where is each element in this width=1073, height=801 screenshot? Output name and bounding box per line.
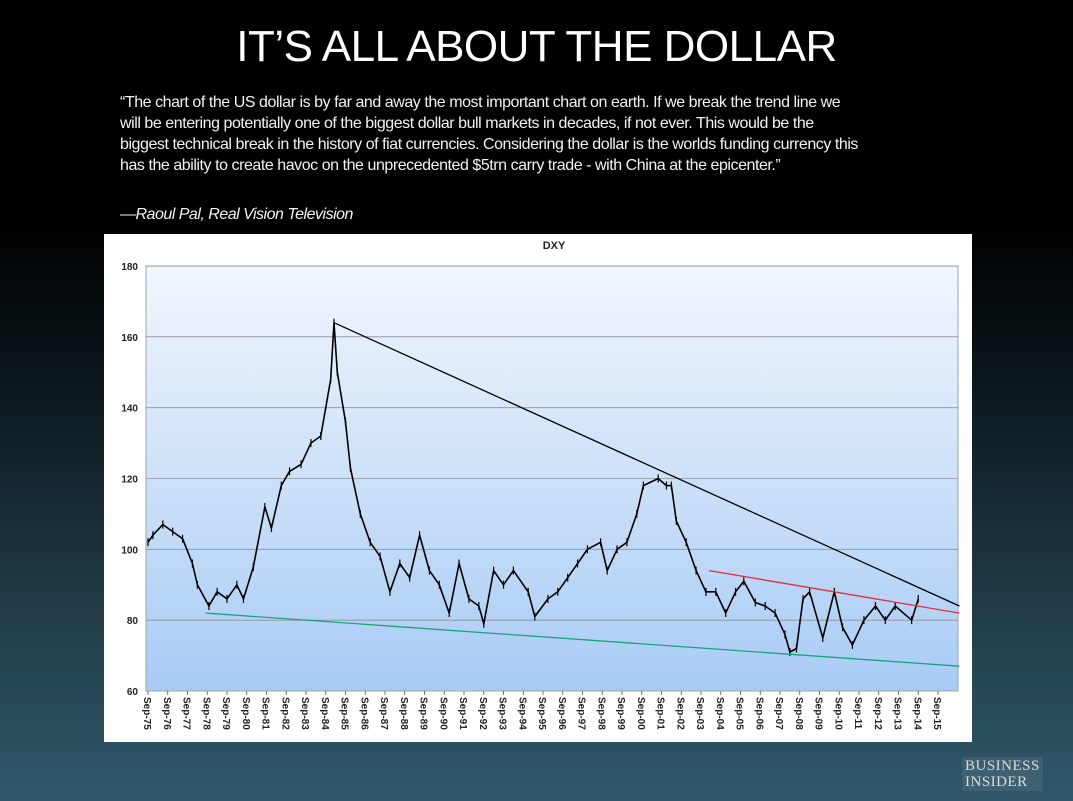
attribution: —Raoul Pal, Real Vision Television — [120, 206, 353, 223]
y-tick-label: 80 — [127, 616, 139, 627]
x-tick-label: Sep-06 — [753, 697, 764, 730]
x-tick-label: Sep-93 — [497, 697, 508, 730]
x-tick-label: Sep-78 — [200, 697, 211, 730]
x-tick-label: Sep-85 — [339, 697, 350, 730]
x-tick-label: Sep-91 — [457, 697, 468, 730]
trend-line — [333, 322, 960, 607]
x-tick-label: Sep-98 — [595, 697, 606, 730]
x-tick-label: Sep-03 — [694, 697, 705, 730]
x-tick-label: Sep-04 — [714, 697, 725, 730]
quote-line: “The chart of the US dollar is by far an… — [120, 94, 841, 111]
x-tick-label: Sep-99 — [615, 697, 626, 730]
y-tick-label: 120 — [121, 475, 138, 486]
x-tick-label: Sep-11 — [852, 697, 863, 730]
x-tick-label: Sep-82 — [279, 697, 290, 730]
dxy-chart: DXY 60 80 100 120 140 160 180 Sep-75 Sep-76 Sep-7… — [121, 240, 960, 730]
x-tick-label: Sep-95 — [536, 697, 547, 730]
y-tick-label: 60 — [127, 687, 139, 698]
x-tick-label: Sep-10 — [832, 697, 843, 730]
logo-line: BUSINESS — [965, 758, 1040, 774]
quote: “The chart of the US dollar is by far an… — [120, 92, 858, 176]
x-tick-label: Sep-77 — [181, 697, 192, 730]
x-tick-label: Sep-15 — [931, 697, 942, 730]
chart-panel: DXY 60 80 100 120 140 160 180 Sep-75 Sep-76 Sep-7… — [104, 234, 972, 742]
x-tick-label: Sep-08 — [793, 697, 804, 730]
x-tick-label: Sep-02 — [674, 697, 685, 730]
x-tick-label: Sep-07 — [773, 697, 784, 730]
x-tick-label: Sep-83 — [299, 697, 310, 730]
x-tick-label: Sep-09 — [813, 697, 824, 730]
x-tick-label: Sep-14 — [911, 697, 922, 730]
page-title: IT’S ALL ABOUT THE DOLLAR — [236, 22, 837, 71]
y-tick-label: 100 — [121, 545, 138, 556]
x-tick-label: Sep-88 — [398, 697, 409, 730]
x-tick-label: Sep-12 — [872, 697, 883, 730]
trend-line — [709, 569, 960, 614]
quote-line: will be entering potentially one of the … — [120, 115, 814, 132]
x-tick-label: Sep-92 — [477, 697, 488, 730]
logo-line: INSIDER — [965, 774, 1028, 790]
x-tick-label: Sep-86 — [358, 697, 369, 730]
x-tick-label: Sep-96 — [556, 697, 567, 730]
y-tick-label: 160 — [121, 333, 138, 344]
y-tick-label: 140 — [121, 404, 138, 415]
y-tick-label: 180 — [121, 262, 138, 273]
x-tick-label: Sep-01 — [655, 697, 666, 730]
x-tick-label: Sep-76 — [161, 697, 172, 730]
business-insider-logo: BUSINESS INSIDER — [962, 757, 1043, 791]
x-tick-label: Sep-75 — [141, 697, 152, 730]
x-tick-label: Sep-00 — [635, 697, 646, 730]
x-tick-label: Sep-84 — [319, 697, 330, 730]
x-tick-label: Sep-05 — [734, 697, 745, 730]
trend-line — [205, 612, 960, 667]
x-tick-label: Sep-79 — [220, 697, 231, 730]
dxy-series-line — [147, 321, 920, 653]
x-tick-label: Sep-89 — [418, 697, 429, 730]
x-tick-label: Sep-80 — [240, 697, 251, 730]
quote-line: has the ability to create havoc on the u… — [120, 157, 781, 174]
x-tick-label: Sep-81 — [260, 697, 271, 730]
x-tick-label: Sep-94 — [516, 697, 527, 730]
x-tick-label: Sep-90 — [437, 697, 448, 730]
quote-line: biggest technical break in the history o… — [120, 136, 858, 153]
x-tick-label: Sep-13 — [892, 697, 903, 730]
x-tick-label: Sep-87 — [378, 697, 389, 730]
x-tick-label: Sep-97 — [576, 697, 587, 730]
chart-title: DXY — [543, 240, 566, 252]
